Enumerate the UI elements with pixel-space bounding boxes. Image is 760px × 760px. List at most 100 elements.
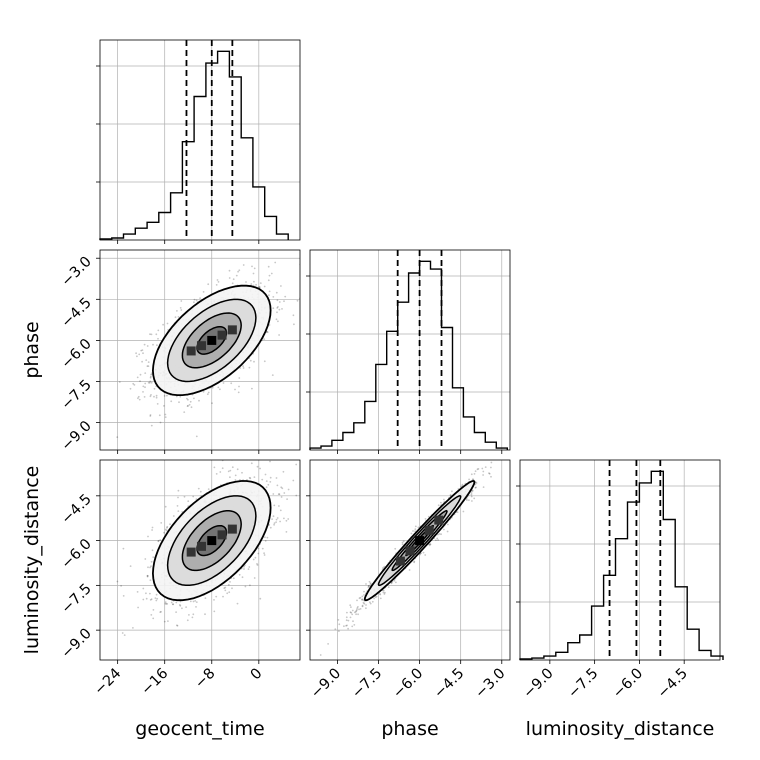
scatter-point: [346, 611, 348, 614]
x-tick-label: 0: [248, 666, 266, 684]
scatter-point: [269, 460, 271, 463]
scatter-point: [349, 616, 352, 619]
scatter-point: [365, 583, 367, 585]
scatter-point: [466, 499, 468, 501]
scatter-point: [275, 521, 277, 523]
scatter-point: [275, 518, 278, 521]
scatter-point: [252, 558, 255, 561]
scatter-point: [219, 388, 221, 391]
scatter-point: [345, 616, 348, 619]
scatter-point: [150, 394, 152, 396]
scatter-point: [206, 393, 209, 396]
scatter-point: [354, 610, 357, 613]
scatter-point: [268, 524, 271, 526]
scatter-point: [248, 366, 251, 369]
scatter-point: [356, 599, 358, 602]
scatter-point: [186, 405, 189, 407]
scatter-point: [137, 397, 139, 400]
scatter-point: [199, 490, 202, 493]
scatter-point: [474, 470, 477, 473]
scatter-point: [277, 320, 279, 323]
scatter-point: [157, 337, 159, 340]
density-cell: [196, 541, 206, 551]
scatter-point: [144, 372, 147, 374]
x-tick-label: −7.5: [349, 666, 385, 702]
scatter-point: [150, 560, 153, 563]
scatter-point: [175, 395, 178, 398]
joint-geocent_time-phase: [96, 249, 301, 454]
scatter-point: [133, 384, 136, 386]
scatter-point: [147, 535, 149, 538]
scatter-point: [248, 566, 251, 568]
scatter-point: [351, 613, 354, 616]
scatter-point: [172, 515, 175, 517]
scatter-point: [231, 282, 234, 285]
scatter-point: [456, 511, 459, 514]
scatter-point: [213, 610, 216, 613]
scatter-point: [250, 283, 253, 285]
y-tick-label: −4.5: [59, 295, 95, 331]
scatter-point: [151, 526, 154, 529]
scatter-point: [177, 489, 180, 492]
scatter-point: [358, 597, 361, 600]
scatter-point: [164, 528, 167, 531]
x-tick-label: −8: [192, 666, 218, 692]
scatter-point: [153, 387, 156, 390]
scatter-point: [276, 299, 279, 302]
scatter-point: [272, 515, 275, 518]
scatter-point: [147, 365, 150, 367]
scatter-point: [195, 435, 198, 438]
scatter-point: [192, 495, 195, 498]
scatter-point: [199, 297, 202, 299]
scatter-point: [256, 465, 259, 468]
scatter-point: [118, 381, 121, 383]
scatter-point: [195, 498, 198, 500]
scatter-point: [437, 533, 439, 536]
scatter-point: [395, 581, 397, 584]
scatter-point: [232, 577, 235, 580]
scatter-point: [116, 436, 119, 438]
scatter-point: [157, 539, 160, 542]
scatter-point: [251, 265, 253, 268]
scatter-point: [278, 301, 281, 303]
scatter-point: [436, 537, 439, 540]
scatter-point: [361, 605, 364, 608]
scatter-point: [241, 576, 244, 579]
scatter-point: [257, 547, 260, 550]
scatter-point: [256, 564, 259, 566]
scatter-point: [164, 602, 167, 605]
scatter-point: [191, 616, 194, 619]
scatter-point: [273, 523, 275, 526]
scatter-point: [195, 606, 197, 608]
scatter-point: [408, 569, 411, 571]
scatter-point: [272, 458, 274, 460]
density-cell: [405, 546, 415, 556]
scatter-point: [379, 597, 382, 600]
scatter-point: [243, 565, 245, 568]
scatter-point: [183, 495, 186, 498]
scatter-point: [259, 282, 262, 284]
scatter-point: [268, 274, 271, 277]
scatter-point: [242, 365, 245, 368]
scatter-point: [144, 558, 147, 560]
scatter-point: [349, 611, 352, 614]
scatter-point: [440, 533, 442, 536]
scatter-point: [337, 619, 340, 621]
scatter-point: [147, 361, 150, 363]
scatter-point: [256, 563, 258, 565]
scatter-point: [159, 611, 162, 613]
joint-geocent_time-luminosity_distance: [96, 458, 301, 664]
scatter-point: [142, 391, 144, 393]
scatter-point: [488, 472, 490, 475]
scatter-point: [281, 487, 284, 490]
scatter-point: [468, 499, 470, 502]
joint-phase-luminosity_distance: [306, 459, 511, 664]
x-tick-label: −6.0: [390, 666, 426, 702]
scatter-point: [150, 333, 153, 336]
scatter-point: [176, 624, 178, 627]
scatter-point: [280, 285, 282, 287]
scatter-point: [255, 283, 257, 286]
scatter-point: [157, 540, 160, 543]
scatter-point: [164, 505, 167, 508]
